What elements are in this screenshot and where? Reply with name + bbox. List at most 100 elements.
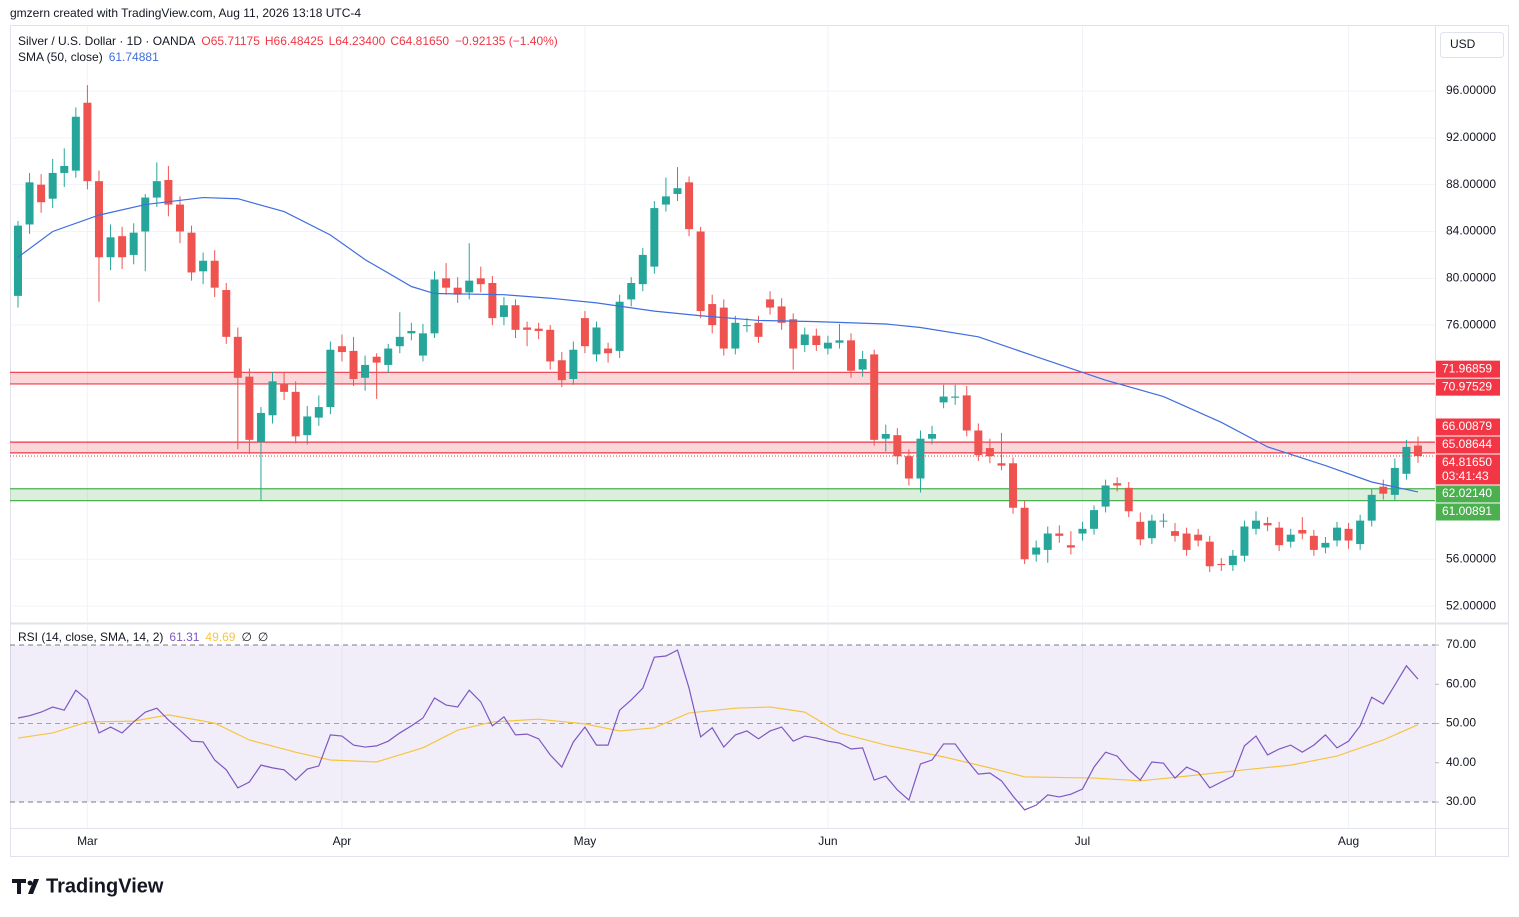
candle-body xyxy=(37,184,46,203)
candle-body xyxy=(60,165,69,173)
candle-body xyxy=(534,328,543,331)
candle-body xyxy=(951,396,960,398)
candle-body xyxy=(904,456,913,479)
candle-body xyxy=(858,359,867,370)
logo-icon xyxy=(12,879,39,894)
ohlc-value: −0.92135 (−1.40%) xyxy=(455,34,558,48)
candle-body xyxy=(94,181,103,258)
candle-body xyxy=(974,430,983,456)
candle-body xyxy=(453,287,462,295)
rsi-tick-label: 40.00 xyxy=(1446,755,1476,769)
candle-body xyxy=(499,305,508,317)
candle-body xyxy=(48,172,57,199)
candle-body xyxy=(488,282,497,319)
price-tick-label: 92.00000 xyxy=(1446,130,1496,144)
sma-legend: SMA (50, close) xyxy=(18,50,103,64)
candle-body xyxy=(349,350,358,379)
candle-body xyxy=(1240,526,1249,556)
price-label-box xyxy=(1436,454,1500,485)
candle-body xyxy=(407,330,416,334)
candle-body xyxy=(384,348,393,365)
candle-body xyxy=(1090,510,1099,529)
rsi-tick-label: 30.00 xyxy=(1446,794,1476,808)
candle-body xyxy=(245,376,254,440)
candle-body xyxy=(1159,520,1168,522)
candle-body xyxy=(870,354,879,440)
candle-body xyxy=(696,231,705,312)
price-label-box xyxy=(1436,436,1500,454)
price-label: 62.02140 xyxy=(1442,486,1492,500)
price-tick-label: 80.00000 xyxy=(1446,270,1496,284)
sma-line xyxy=(17,196,1419,493)
candle-body xyxy=(418,333,427,356)
candle-body xyxy=(916,438,925,479)
candle-body xyxy=(1171,531,1180,536)
candle-body xyxy=(199,260,208,272)
price-label-box xyxy=(1436,418,1500,436)
candle-body xyxy=(1356,520,1365,545)
candle-body xyxy=(557,360,566,381)
rsi-extra: ∅ xyxy=(241,630,251,644)
candle-body xyxy=(233,336,242,378)
candle-body xyxy=(83,102,92,182)
candle-body xyxy=(25,182,34,225)
candle-body xyxy=(314,407,323,418)
rsi-value: 61.31 xyxy=(169,630,199,644)
candle-body xyxy=(1078,528,1087,534)
price-label: 03:41:43 xyxy=(1442,469,1489,483)
candle-body xyxy=(1309,535,1318,550)
candle-body xyxy=(928,434,937,439)
candle-body xyxy=(13,225,22,296)
candle-body xyxy=(106,237,115,258)
candle-body xyxy=(650,208,659,267)
candle-body xyxy=(962,395,971,431)
candle-body xyxy=(476,278,485,285)
candle-body xyxy=(256,412,265,443)
price-tick-label: 88.00000 xyxy=(1446,177,1496,191)
candle-body xyxy=(1124,487,1133,512)
candle-body xyxy=(592,327,601,355)
candle-body xyxy=(985,448,994,457)
frame xyxy=(10,25,1509,857)
candle-body xyxy=(280,383,289,392)
candle-body xyxy=(442,278,451,288)
ohlc-value: H66.48425 xyxy=(265,34,324,48)
price-tick-label: 76.00000 xyxy=(1446,317,1496,331)
candle-body xyxy=(1217,563,1226,566)
sma-value: 61.74881 xyxy=(109,50,159,64)
candle-body xyxy=(268,381,277,416)
candle-body xyxy=(777,306,786,323)
currency[interactable]: USD xyxy=(1450,37,1476,51)
rsi-tick-label: 70.00 xyxy=(1446,637,1476,651)
candle-body xyxy=(465,280,474,293)
price-label: 65.08644 xyxy=(1442,437,1492,451)
month-label: May xyxy=(574,834,597,848)
month-label: Jun xyxy=(818,834,837,848)
candle-body xyxy=(881,434,890,439)
currency-button[interactable] xyxy=(1440,32,1504,58)
candle-body xyxy=(1390,467,1399,495)
candle-body xyxy=(604,348,613,354)
chart-layer: Mar Apr May Jun Jul Aug 96.00000 92.00000 88.000… xyxy=(10,26,1500,848)
price-label-box xyxy=(1436,360,1500,378)
candle-body xyxy=(939,396,948,403)
price-tick-label: 84.00000 xyxy=(1446,224,1496,238)
candle-body xyxy=(835,340,844,343)
candle-body xyxy=(395,336,404,347)
candle-body xyxy=(1066,545,1075,548)
rsi-extra: ∅ xyxy=(258,630,268,644)
candle-body xyxy=(1344,528,1353,541)
candle-body xyxy=(1043,533,1052,550)
candle-body xyxy=(893,435,902,457)
candle-body xyxy=(708,304,717,326)
rsi-tick-label: 50.00 xyxy=(1446,716,1476,730)
candle-body xyxy=(569,349,578,379)
candle-body xyxy=(291,391,300,437)
price-label: 71.96859 xyxy=(1442,361,1492,375)
candle-body xyxy=(800,334,809,346)
symbol-legend: Silver / U.S. Dollar · 1D · OANDA xyxy=(18,34,195,48)
price-tick-label: 96.00000 xyxy=(1446,83,1496,97)
